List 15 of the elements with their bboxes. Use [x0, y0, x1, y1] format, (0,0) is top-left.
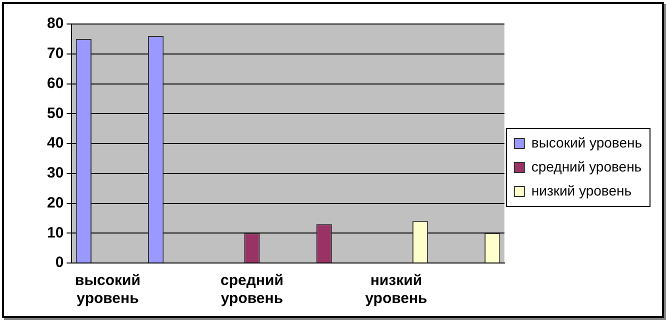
y-tick-label: 40 — [46, 134, 64, 152]
y-tick-label: 70 — [46, 45, 64, 62]
x-tick-label: низкий уровень — [365, 272, 428, 308]
y-tick-label: 50 — [46, 104, 64, 122]
y-tick-label: 0 — [55, 254, 64, 272]
y-tick-label: 80 — [46, 15, 64, 32]
y-tick-label: 10 — [46, 224, 64, 242]
legend-label: низкий уровень — [531, 182, 632, 198]
y-tick-label: 20 — [46, 194, 64, 212]
x-tick-label: высокий уровень — [74, 272, 140, 308]
legend-label: высокий уровень — [531, 134, 642, 150]
y-tick-label: 60 — [46, 74, 64, 92]
legend-label: средний уровень — [531, 158, 642, 174]
y-tick-label: 30 — [46, 164, 64, 182]
x-tick-label: средний уровень — [220, 272, 284, 308]
